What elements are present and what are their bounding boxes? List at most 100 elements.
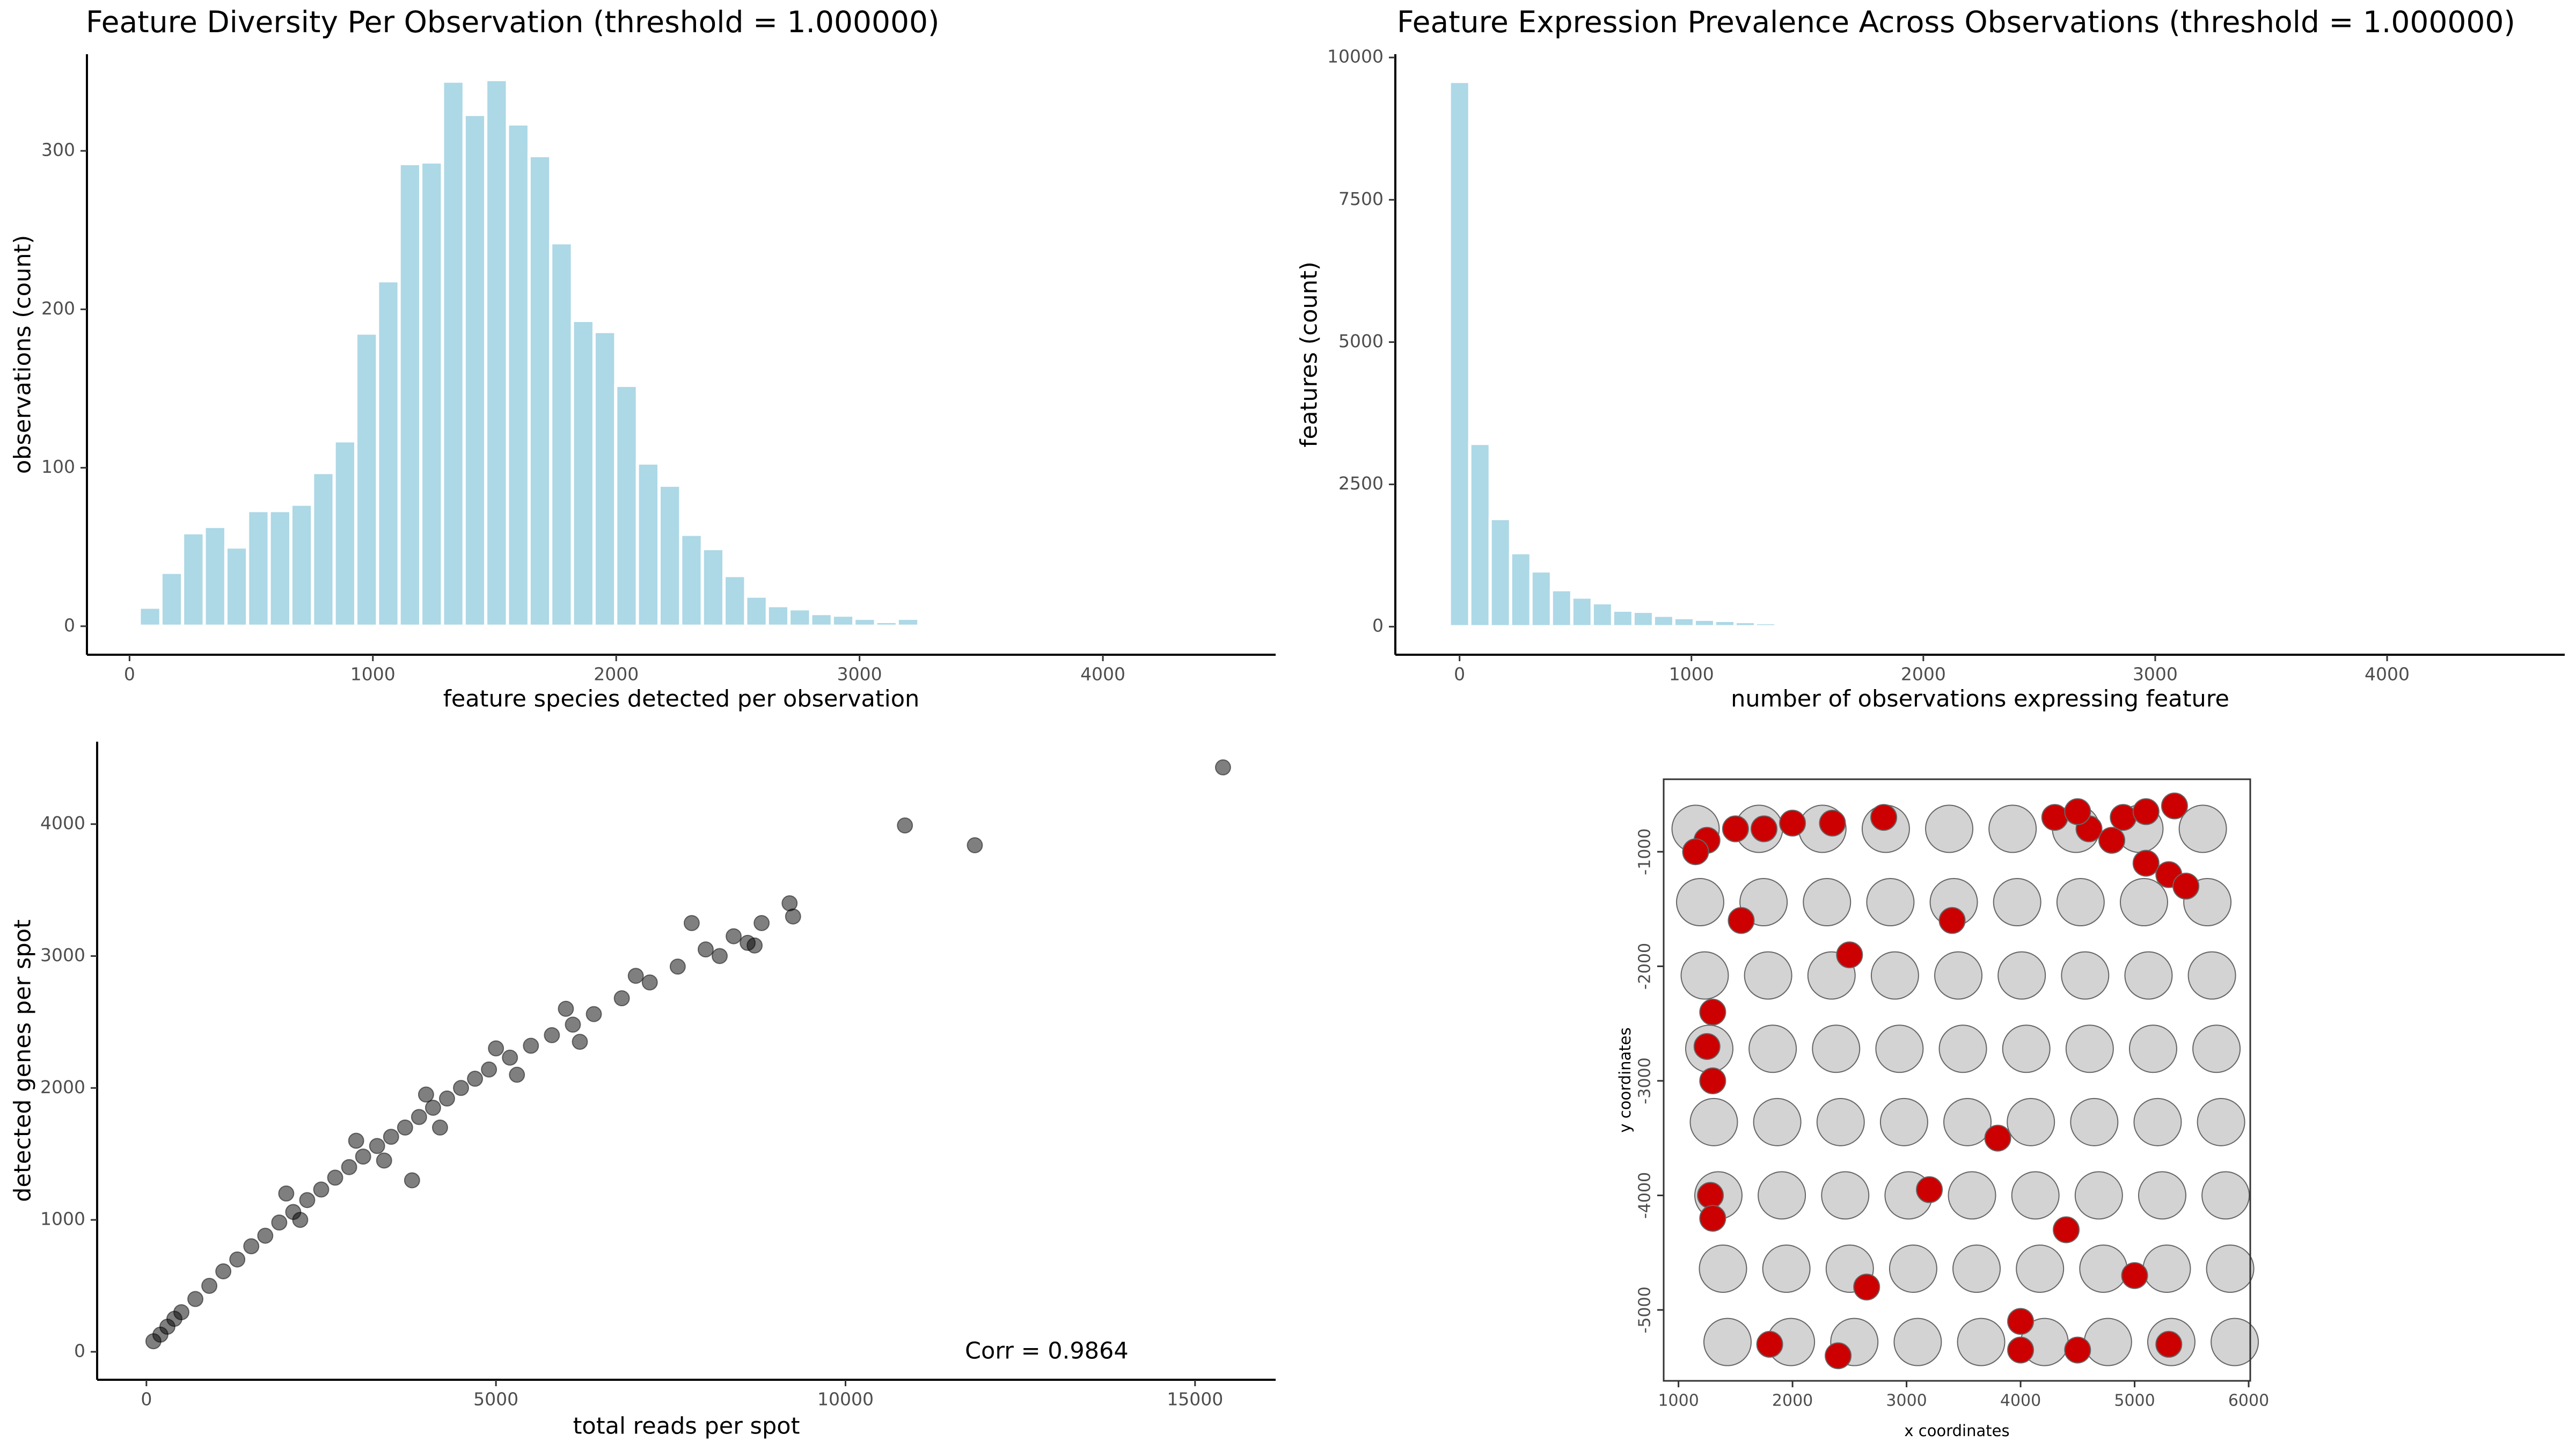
spot [1988,804,2037,853]
x-axis-title: total reads per spot [573,1413,800,1440]
point [187,1291,204,1307]
point [967,837,983,853]
spot [2121,1262,2148,1289]
bar [462,113,488,628]
point [271,1214,288,1231]
point [278,1185,295,1202]
bar [592,330,618,628]
bar [1672,616,1696,628]
spot [1703,1318,1752,1366]
bar [289,502,314,628]
point [383,1129,399,1145]
spot [2061,951,2110,1000]
point [481,1061,497,1078]
bar [874,619,899,628]
spot [1819,809,1846,837]
bar [1468,442,1492,628]
point [438,1090,455,1107]
spot [1875,1024,1924,1073]
point [726,928,742,945]
bar [159,570,185,628]
bar [1611,608,1635,628]
x-axis-title: number of observations expressing featur… [1731,686,2229,713]
y-tick-label: 0 [64,614,75,635]
spot [1870,804,1898,831]
y-tick-label: 7500 [1338,188,1384,209]
x-tick-label: 3000 [1886,1392,1927,1410]
bar [137,605,163,628]
y-axis-title: observations (count) [10,235,36,474]
bar [441,79,466,628]
y-tick-label: 10000 [1327,46,1384,67]
spot [1697,1182,1724,1209]
bar [787,607,813,628]
point [509,1066,525,1083]
bar [1549,588,1574,628]
point [292,1212,309,1228]
y-tick-label: 3000 [40,945,85,965]
point [697,941,714,958]
bar [267,509,292,628]
x-tick-label: 10000 [817,1389,874,1410]
spot [2128,1024,2177,1073]
spot [1758,1171,1806,1220]
y-tick-label: 2500 [1338,473,1384,494]
spot [1699,1245,1747,1293]
spot [2064,798,2091,825]
spot [1836,941,1863,969]
bar [1815,623,1839,628]
spot [2138,1171,2186,1220]
x-tick-label: 1000 [1658,1392,1699,1410]
x-tick-label: 1000 [350,664,396,685]
x-tick-label: 3000 [2133,664,2178,685]
spot [1889,1245,1937,1293]
y-tick-label: 0 [74,1340,85,1361]
spot [2016,1245,2065,1293]
x-axis-title: x coordinates [1904,1422,2009,1440]
bar [1774,621,1798,628]
spot [2007,1097,2055,1146]
point [369,1138,385,1154]
point [257,1227,274,1244]
chart-title: Feature Expression Prevalence Across Obs… [1397,5,2515,39]
spot [1699,1205,1726,1232]
bar [1447,79,1472,628]
y-tick-label: 5000 [1338,331,1384,352]
point [669,958,686,975]
spot [1879,1097,1928,1146]
point [572,1034,588,1050]
point [523,1037,539,1054]
point [411,1109,427,1125]
bar [1713,619,1737,628]
point [683,914,700,931]
spot [2206,1245,2255,1293]
spot [2083,1318,2132,1366]
spot [2053,1216,2080,1243]
bar [506,122,531,628]
point [418,1086,434,1103]
point [355,1148,371,1165]
annotation: Corr = 0.9864 [965,1338,1129,1365]
point [299,1192,316,1209]
x-tick-label: 5000 [473,1389,518,1410]
spot [1722,815,1749,843]
spot [1753,1097,1802,1146]
y-tick-label: 100 [41,456,75,477]
y-tick-label: -1000 [1636,829,1655,875]
spot [2002,1024,2051,1073]
spot [1762,1245,1811,1293]
point [431,1119,448,1136]
bar [1733,620,1758,628]
point [453,1080,470,1096]
spot [2007,1336,2035,1364]
point [627,968,644,984]
x-tick-label: 3000 [837,664,882,685]
spot [1938,1024,1987,1073]
bar [224,545,250,628]
x-tick-label: 6000 [2228,1392,2269,1410]
point [313,1181,330,1198]
bar [635,461,661,628]
spot [1938,907,1966,934]
spot [2187,951,2236,1000]
